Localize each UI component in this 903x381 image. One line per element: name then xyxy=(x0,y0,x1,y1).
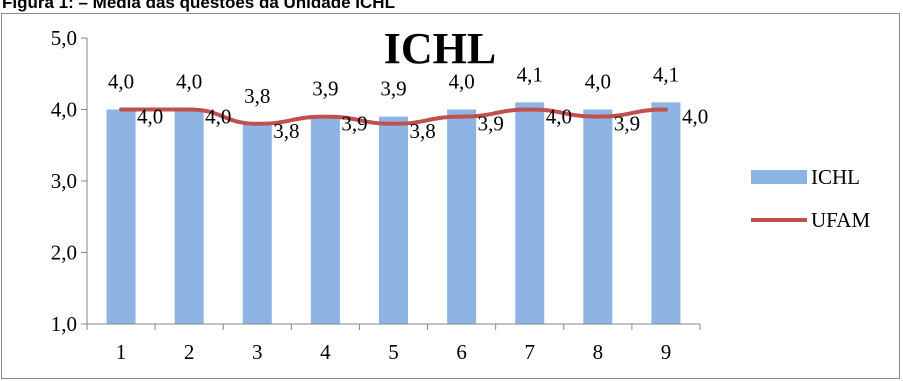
legend-label-ufam: UFAM xyxy=(811,208,870,232)
x-tick-label: 3 xyxy=(252,340,263,364)
line-data-label: 3,9 xyxy=(478,112,504,136)
bar-ichl-4 xyxy=(310,116,340,325)
bar-data-label: 3,8 xyxy=(244,84,270,108)
y-tick-label: 4,0 xyxy=(51,98,77,122)
bar-data-label: 4,0 xyxy=(585,70,611,94)
legend-swatch-ichl xyxy=(751,170,807,184)
bar-data-label: 3,9 xyxy=(380,77,406,101)
line-ufam xyxy=(119,107,668,126)
bar-data-label: 4,0 xyxy=(176,70,202,94)
legend-label-ichl: ICHL xyxy=(811,165,860,189)
y-tick-label: 1,0 xyxy=(51,312,77,336)
bar-ichl-3 xyxy=(242,123,272,324)
bar-ichl-1 xyxy=(106,109,136,324)
bar-ichl-5 xyxy=(379,116,408,325)
line-data-label: 3,9 xyxy=(614,112,640,136)
x-tick-label: 8 xyxy=(593,340,604,364)
x-tick-label: 5 xyxy=(388,340,399,364)
bar-ichl-9 xyxy=(651,102,681,324)
bar-ichl-6 xyxy=(447,109,477,324)
bar-data-label: 4,0 xyxy=(108,70,134,94)
line-data-label: 3,8 xyxy=(410,119,436,143)
figure-caption: Figura 1: – Média das questões da Unidad… xyxy=(2,0,395,12)
line-data-label: 4,0 xyxy=(205,105,231,129)
bar-data-label: 4,0 xyxy=(448,70,474,94)
line-data-label: 3,9 xyxy=(341,112,367,136)
x-tick-label: 6 xyxy=(456,340,467,364)
y-tick-label: 5,0 xyxy=(51,26,77,50)
x-tick-label: 9 xyxy=(661,340,672,364)
x-tick-label: 7 xyxy=(524,340,535,364)
bar-ichl-8 xyxy=(583,109,613,324)
bar-data-label: 4,1 xyxy=(517,62,543,86)
bar-ichl-2 xyxy=(174,109,204,324)
line-data-label: 3,8 xyxy=(273,119,299,143)
y-tick-label: 3,0 xyxy=(51,169,77,193)
line-data-label: 4,0 xyxy=(546,105,572,129)
bar-ichl-7 xyxy=(515,102,545,324)
bar-data-label: 4,1 xyxy=(653,62,679,86)
x-tick-label: 4 xyxy=(320,340,331,364)
line-data-label: 4,0 xyxy=(682,105,708,129)
x-tick-label: 1 xyxy=(116,340,127,364)
line-data-label: 4,0 xyxy=(137,105,163,129)
chart-title: ICHL xyxy=(384,24,496,73)
y-tick-label: 2,0 xyxy=(51,241,77,265)
bar-data-label: 3,9 xyxy=(312,77,338,101)
x-tick-label: 2 xyxy=(184,340,195,364)
